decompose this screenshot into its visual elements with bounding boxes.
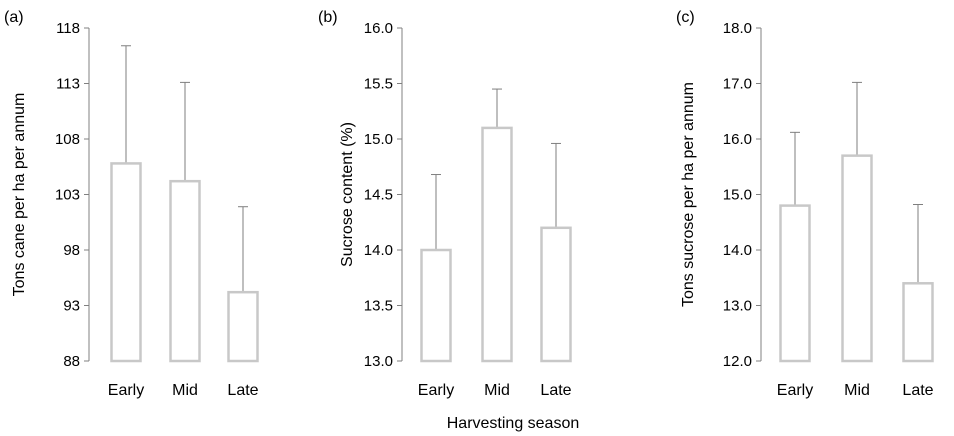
bar-mid xyxy=(481,126,513,363)
x-tick-label: Early xyxy=(777,382,813,399)
panel-1: (a) 88 93 98 103 108 113 118 Tons cane per ha pe… xyxy=(4,9,259,399)
x-tick-label: Late xyxy=(227,382,258,399)
y-tick-label: 16.0 xyxy=(723,131,752,148)
x-tick-label: Late xyxy=(540,382,571,399)
y-tick-label: 108 xyxy=(55,131,80,148)
y-tick-label: 15.0 xyxy=(364,131,393,148)
y-tick-label: 88 xyxy=(63,353,80,370)
shared-x-axis-label: Harvesting season xyxy=(447,415,580,432)
bar-early xyxy=(420,248,452,363)
x-tick-label: Mid xyxy=(172,382,198,399)
y-tick-label: 15.0 xyxy=(723,187,752,204)
y-tick-label: 14.0 xyxy=(364,242,393,259)
y-tick-label: 12.0 xyxy=(723,353,752,370)
bar-mid xyxy=(169,179,201,363)
bar-early xyxy=(110,162,142,363)
y-tick-label: 113 xyxy=(56,76,80,93)
y-axis-label: Tons cane per ha per annum xyxy=(11,93,28,297)
x-tick-label: Early xyxy=(418,382,454,399)
panel-label: (c) xyxy=(676,9,695,26)
panel-label: (b) xyxy=(318,9,338,26)
y-tick-label: 17.0 xyxy=(723,76,752,93)
x-tick-label: Late xyxy=(902,382,933,399)
x-tick-label: Mid xyxy=(844,382,870,399)
bar-late xyxy=(902,282,934,363)
panel-3: (c) 12.0 13.0 14.0 15.0 16.0 17.0 18.0 Tons sucr… xyxy=(676,9,934,399)
bar-late xyxy=(540,226,572,363)
y-tick-label: 14.0 xyxy=(723,242,752,259)
y-axis-label: Sucrose content (%) xyxy=(339,122,356,267)
panel-2: (b) 13.0 13.5 14.0 14.5 15.0 15.5 16.0 Sucrose c… xyxy=(318,9,572,399)
x-tick-label: Mid xyxy=(484,382,510,399)
y-tick-label: 13.0 xyxy=(364,353,393,370)
y-tick-label: 13.5 xyxy=(364,298,393,315)
y-tick-label: 13.0 xyxy=(723,298,752,315)
y-tick-label: 18.0 xyxy=(723,20,752,37)
y-tick-label: 118 xyxy=(56,20,80,37)
panel-label: (a) xyxy=(4,9,24,26)
y-tick-label: 16.0 xyxy=(364,20,393,37)
x-tick-label: Early xyxy=(108,382,144,399)
y-tick-label: 98 xyxy=(63,242,80,259)
y-axis-label: Tons sucrose per ha per annum xyxy=(680,82,697,307)
bar-mid xyxy=(841,154,873,363)
y-tick-label: 15.5 xyxy=(364,76,393,93)
y-tick-label: 14.5 xyxy=(364,187,393,204)
bar-late xyxy=(227,290,259,363)
y-tick-label: 93 xyxy=(63,298,80,315)
y-tick-label: 103 xyxy=(55,187,80,204)
bar-early xyxy=(779,204,811,363)
